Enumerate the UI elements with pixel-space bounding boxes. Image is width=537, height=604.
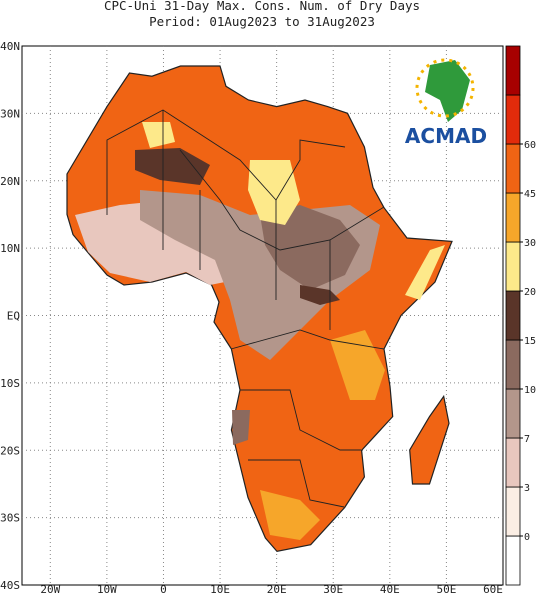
logo-africa — [425, 60, 470, 122]
colorbar-swatch — [505, 94, 521, 145]
colorbar-swatch — [505, 339, 521, 390]
lat-label: 30S — [0, 512, 20, 525]
colorbar-label: 15 — [524, 336, 536, 347]
lon-label: 30E — [323, 583, 343, 596]
colorbar-swatch — [505, 388, 521, 439]
lat-label: 40S — [0, 579, 20, 592]
colorbar-swatch — [505, 486, 521, 537]
colorbar-swatch — [505, 437, 521, 488]
title: CPC-Uni 31-Day Max. Cons. Num. of Dry Da… — [104, 0, 420, 13]
colorbar-label: 10 — [524, 385, 536, 396]
colorbar-label: 0 — [524, 532, 530, 543]
colorbar-swatch — [505, 290, 521, 341]
colorbar-swatch — [505, 143, 521, 194]
lon-label: 60E — [483, 583, 503, 596]
colorbar-swatch — [505, 241, 521, 292]
colorbar-swatch — [505, 535, 521, 586]
lat-label: 30N — [0, 107, 20, 120]
subtitle: Period: 01Aug2023 to 31Aug2023 — [149, 14, 375, 29]
madagascar — [409, 394, 450, 485]
axis-labels: 20W 10W 0 10E 20E 30E 40E 50E 60E 40N 30N 20N 10N EQ 1… — [0, 40, 503, 596]
lon-label: 10E — [210, 583, 230, 596]
lon-label: 0 — [160, 583, 167, 596]
colorbar-label: 60 — [524, 140, 536, 151]
logo-sun — [415, 58, 475, 118]
logo: ACMAD — [405, 58, 487, 148]
colorbar-label: 30 — [524, 238, 536, 249]
lat-label: 20S — [0, 444, 20, 457]
colorbar-swatch — [505, 192, 521, 243]
lon-label: 20E — [267, 583, 287, 596]
lat-label: EQ — [7, 310, 20, 323]
lat-label: 40N — [0, 40, 20, 53]
borders — [106, 109, 385, 508]
dry-day-patches — [75, 122, 445, 540]
lon-label: 10W — [97, 583, 117, 596]
lat-label: 10S — [0, 377, 20, 390]
colorbar-label: 20 — [524, 287, 536, 298]
colorbar: 0 3 7 10 15 20 30 45 60 — [505, 45, 536, 586]
lat-label: 20N — [0, 175, 20, 188]
colorbar-label: 45 — [524, 189, 536, 200]
logo-text: ACMAD — [405, 124, 487, 148]
lat-label: 10N — [0, 242, 20, 255]
lon-label: 20W — [40, 583, 60, 596]
lon-label: 40E — [380, 583, 400, 596]
colorbar-label: 3 — [524, 483, 530, 494]
lon-label: 50E — [436, 583, 456, 596]
colorbar-label: 7 — [524, 434, 530, 445]
colorbar-swatch — [505, 45, 521, 96]
